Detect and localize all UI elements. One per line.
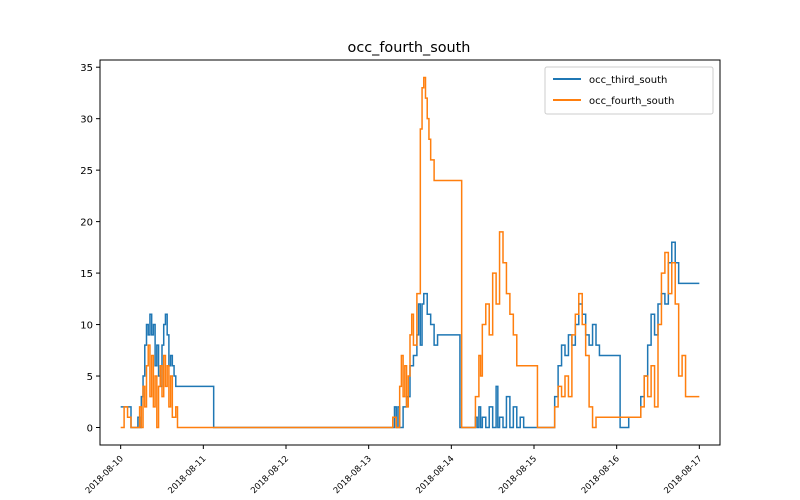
x-tick-label: 2018-08-12 [249,454,291,496]
legend-label-occ-third-south: occ_third_south [589,75,667,86]
y-tick-label: 0 [87,424,93,435]
x-tick-label: 2018-08-16 [580,454,622,496]
series-line-occ-fourth-south [120,76,700,429]
y-tick-label: 20 [80,218,93,229]
y-tick-label: 5 [87,372,93,383]
series-layer [120,76,700,429]
legend-box [544,66,714,115]
y-tick-label: 15 [80,269,93,280]
y-tick-label: 30 [80,115,93,126]
plot-frame [99,59,721,446]
x-tick-label: 2018-08-11 [166,454,208,496]
y-axis: 0 5 10 15 20 25 30 35 [80,63,100,435]
x-tick-label: 2018-08-10 [84,454,126,496]
x-tick-label: 2018-08-14 [414,454,456,496]
y-tick-label: 25 [80,166,93,177]
legend: occ_third_south occ_fourth_south [544,66,714,115]
x-tick-label: 2018-08-17 [662,454,704,496]
x-axis: 2018-08-10 2018-08-11 2018-08-12 2018-08-13… [84,445,704,496]
x-tick-label: 2018-08-13 [332,454,374,496]
x-tick-label: 2018-08-15 [497,454,539,496]
y-tick-label: 35 [80,63,93,74]
y-tick-label: 10 [80,321,93,332]
chart-title: occ_fourth_south [348,40,471,56]
legend-label-occ-fourth-south: occ_fourth_south [589,96,674,107]
